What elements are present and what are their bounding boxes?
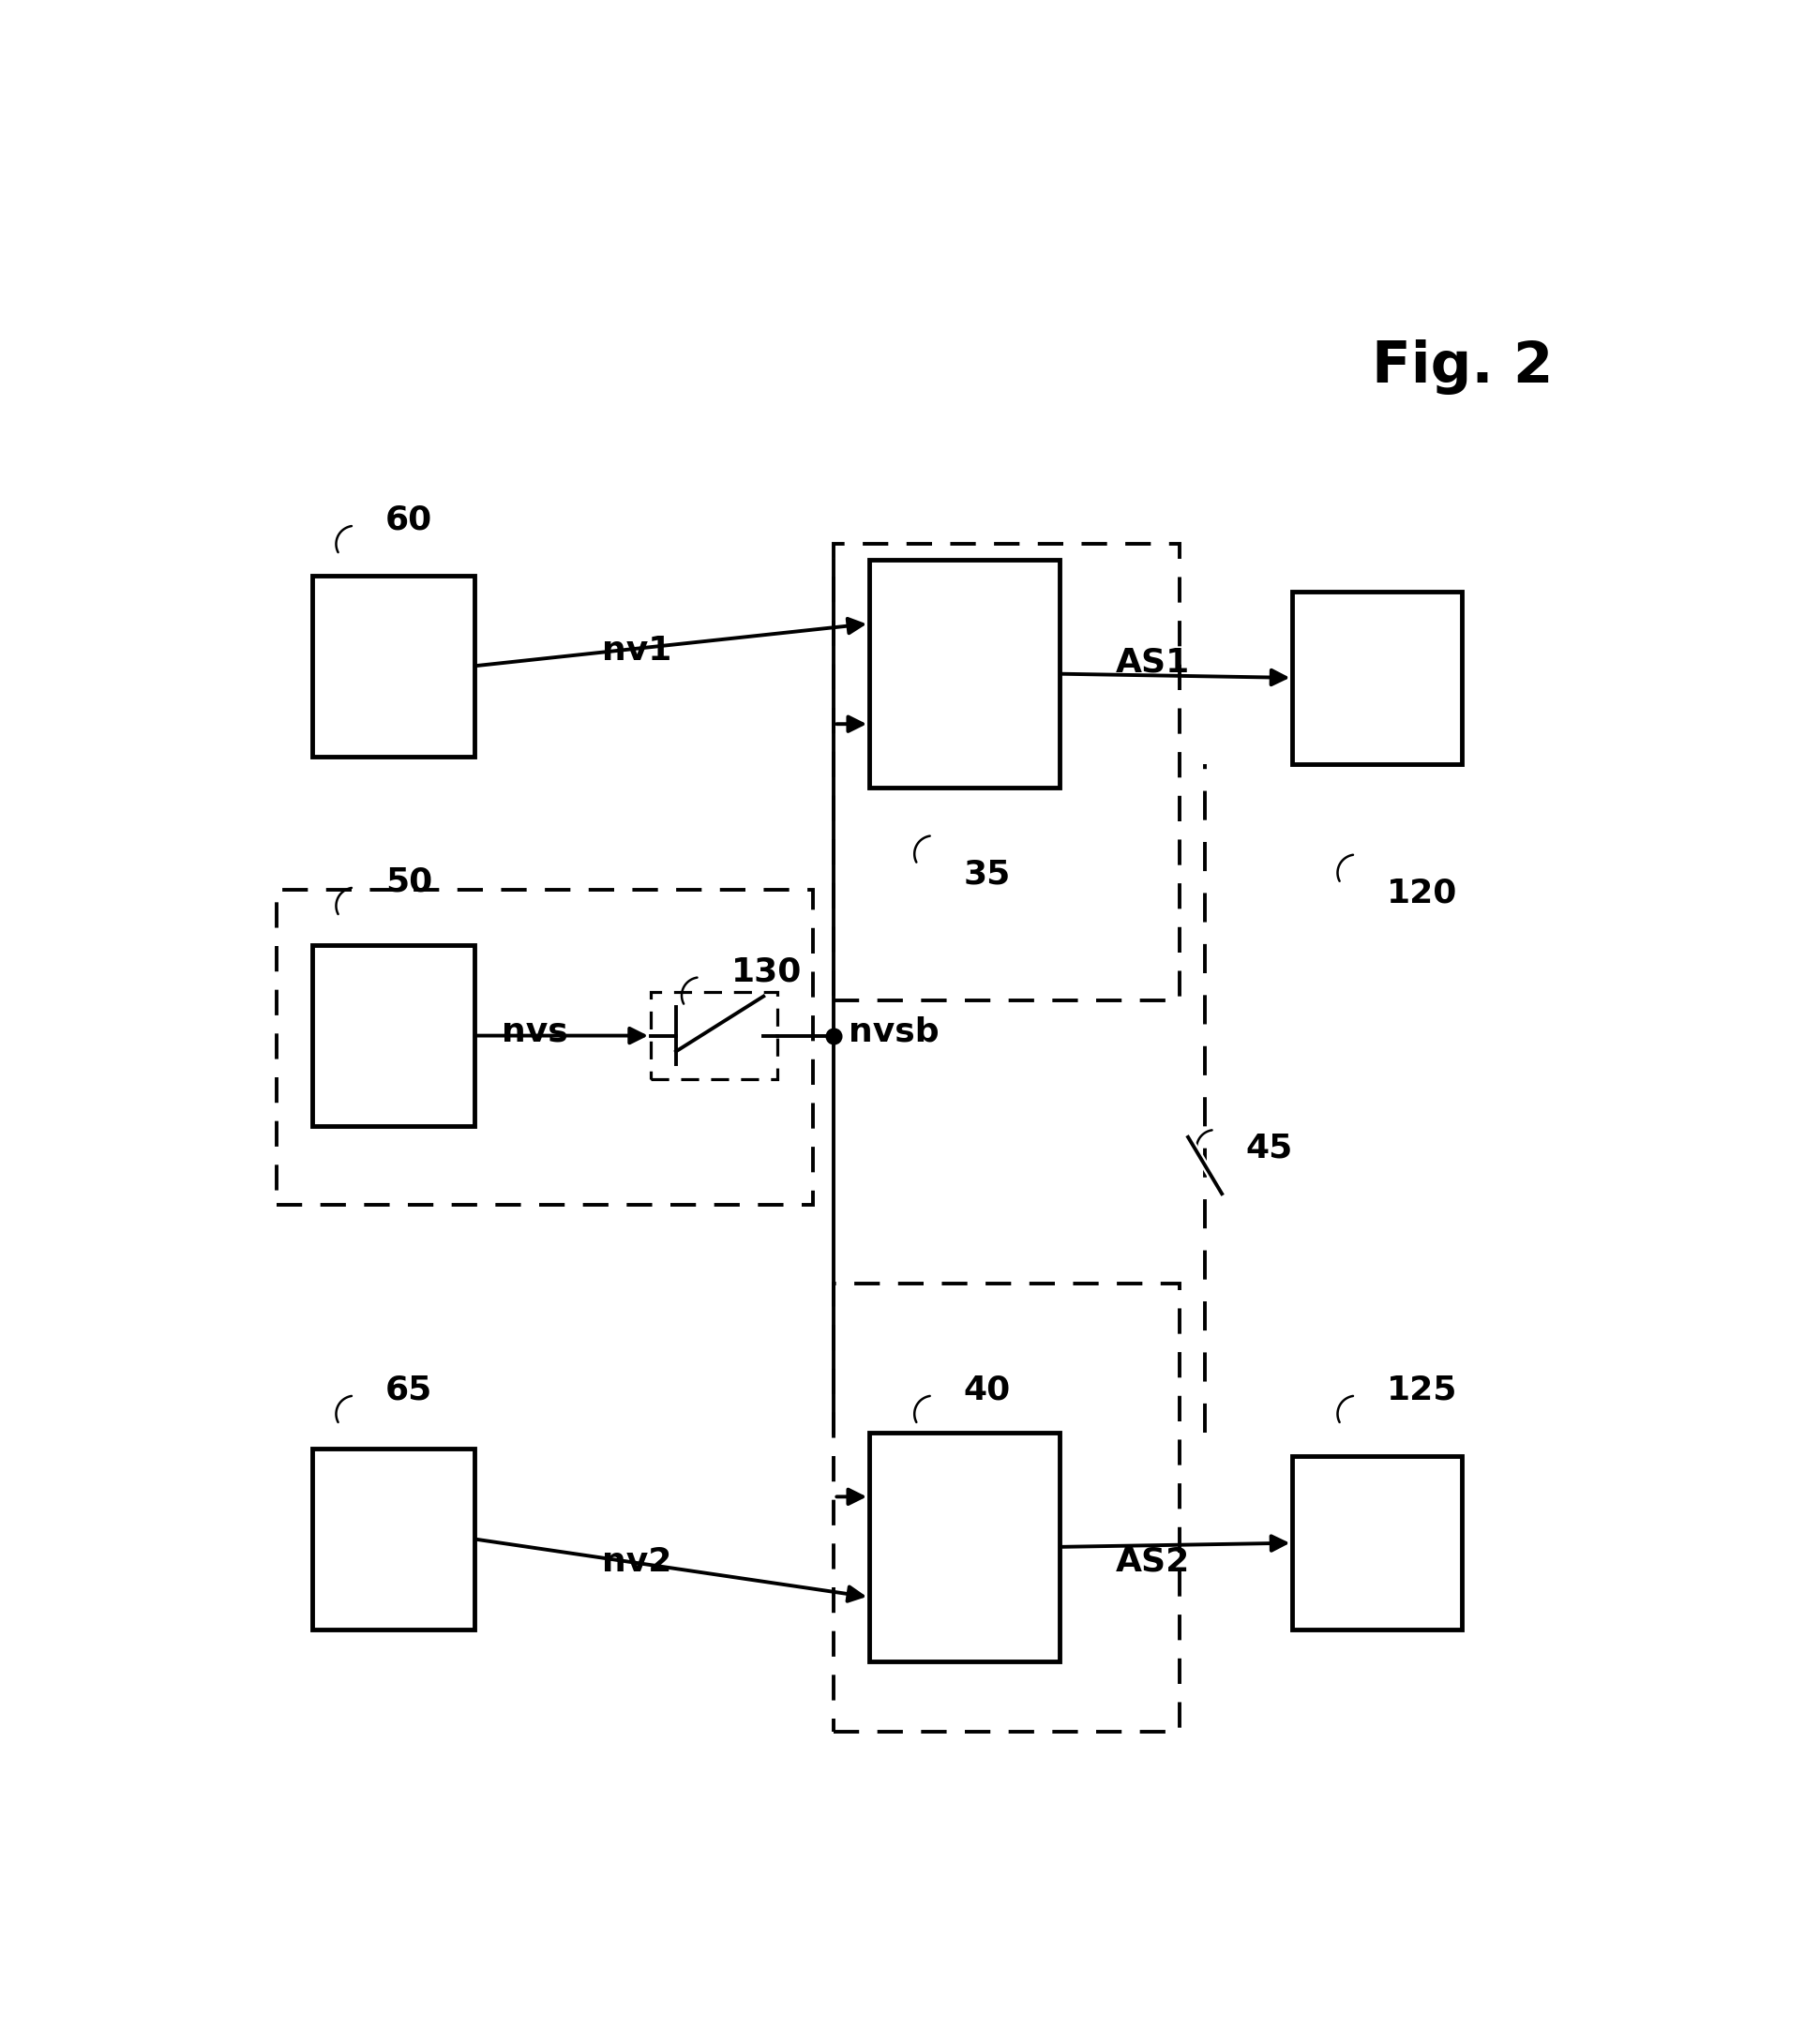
Bar: [313, 946, 475, 1126]
Bar: [834, 543, 1179, 1001]
Text: AS1: AS1: [1116, 646, 1190, 678]
Text: AS2: AS2: [1116, 1547, 1190, 1577]
Text: 40: 40: [965, 1375, 1010, 1406]
Text: 45: 45: [1247, 1132, 1292, 1165]
Text: 125: 125: [1387, 1375, 1458, 1406]
Text: nv1: nv1: [602, 635, 672, 666]
Text: nvsb: nvsb: [848, 1015, 939, 1048]
Bar: [277, 891, 814, 1205]
Bar: [1292, 1457, 1461, 1630]
Bar: [313, 1448, 475, 1630]
Bar: [652, 993, 777, 1079]
Text: 65: 65: [386, 1375, 433, 1406]
Bar: [834, 1283, 1179, 1732]
Text: 35: 35: [965, 858, 1010, 891]
Bar: [870, 1432, 1059, 1661]
Text: 130: 130: [732, 956, 803, 987]
Bar: [870, 560, 1059, 789]
Text: Fig. 2: Fig. 2: [1372, 339, 1554, 394]
Text: 60: 60: [386, 505, 433, 535]
Text: nv2: nv2: [602, 1547, 672, 1577]
Text: nvs: nvs: [502, 1015, 568, 1048]
Bar: [313, 576, 475, 756]
Text: 120: 120: [1387, 878, 1458, 909]
Bar: [1292, 590, 1461, 764]
Text: 50: 50: [386, 866, 433, 899]
